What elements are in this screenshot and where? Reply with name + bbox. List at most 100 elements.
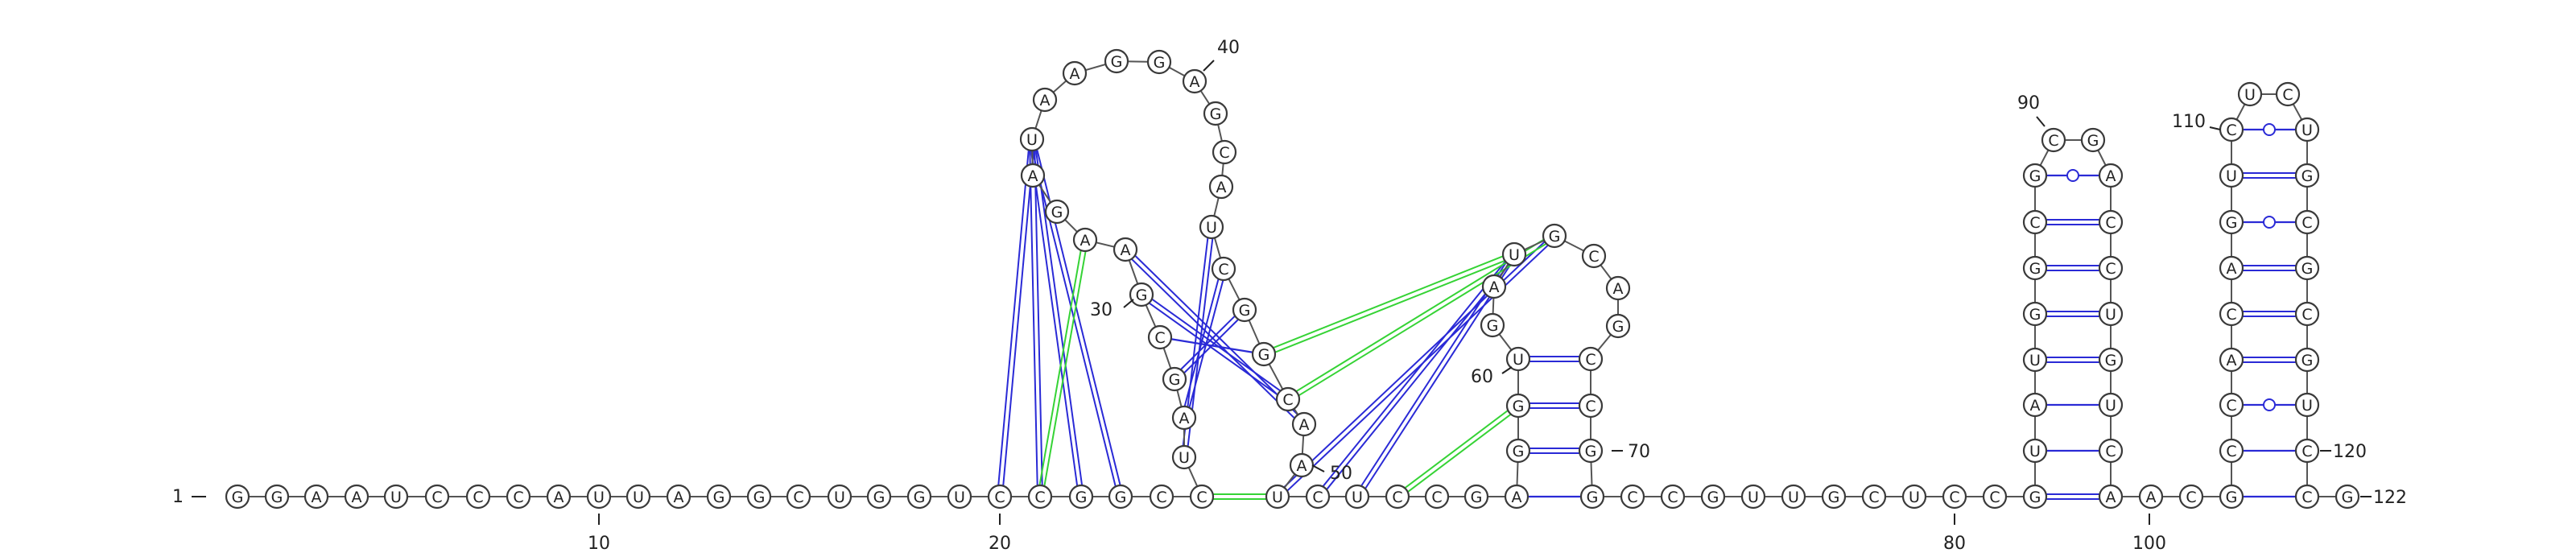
nucleotide-23: G [1108, 484, 1133, 510]
pair-89-92-wobble-marker [2066, 169, 2079, 182]
nucleotide-96: G [2098, 347, 2124, 373]
nucleotide-22: G [1068, 484, 1094, 510]
tick-60 [1501, 366, 1513, 374]
nucleotide-letter: C [1868, 489, 1879, 506]
nucleotide-62: A [1481, 274, 1507, 299]
nucleotide-letter: C [1627, 489, 1637, 506]
nucleotide-circle [1578, 393, 1604, 419]
pair-23-35-strand-2 [1033, 138, 1124, 497]
nucleotide-letter: C [1392, 489, 1402, 506]
nucleotide-83: U [2022, 438, 2048, 464]
nucleotide-letter: C [1585, 398, 1596, 415]
nucleotide-circle [2080, 127, 2106, 153]
nucleotide-letter: U [2226, 167, 2237, 185]
nucleotide-circle [1660, 484, 1686, 510]
nucleotide-76: U [1781, 484, 1806, 510]
nucleotide-65: C [1581, 243, 1607, 269]
nucleotide-circle [1044, 199, 1070, 225]
pair-54-59-strand-1 [1395, 402, 1517, 496]
nucleotide-102: G [2219, 484, 2244, 510]
nucleotide-circle [2098, 209, 2124, 235]
nucleotide-letter: G [1051, 204, 1063, 221]
pair-31-49-strand-1 [1126, 247, 1307, 423]
pair-30-48-strand-2 [1139, 295, 1287, 402]
nucleotide-circle [1542, 223, 1567, 249]
nucleotide-87: G [2022, 255, 2048, 281]
nucleotide-111: U [2237, 81, 2263, 107]
nucleotide-circle [1504, 484, 1530, 510]
nucleotide-60: U [1505, 346, 1531, 372]
nucleotide-58: G [1505, 438, 1531, 464]
nucleotide-51: U [1265, 484, 1290, 510]
nucleotide-circle [1605, 275, 1631, 301]
nucleotide-circle [1211, 256, 1236, 282]
nucleotide-circle [786, 484, 811, 510]
base-pair-links [997, 123, 2307, 500]
nucleotide-31: A [1113, 237, 1138, 262]
nucleotide-40: A [1182, 68, 1208, 94]
nucleotide-98: C [2098, 438, 2124, 464]
nucleotide-84: A [2022, 392, 2048, 418]
nucleotide-circle [2219, 301, 2244, 327]
nucleotide-47: G [1251, 341, 1277, 367]
nucleotide-letter: A [1028, 167, 1038, 185]
nucleotide-circle [2294, 163, 2320, 188]
nucleotide-letter: U [1909, 489, 1920, 506]
nucleotide-letter: G [2105, 352, 2117, 369]
nucleotide-112: C [2275, 81, 2301, 107]
nucleotide-circle [1068, 484, 1094, 510]
nucleotide-circle [2294, 347, 2320, 373]
nucleotide-letter: G [1471, 489, 1483, 506]
nucleotide-letter: C [1034, 489, 1045, 506]
tick-50 [1311, 464, 1325, 472]
nucleotide-121: C [2294, 484, 2320, 510]
nucleotide-letter: U [1513, 351, 1524, 369]
nucleotide-34: A [1020, 163, 1046, 188]
nucleotide-circle [2219, 255, 2244, 281]
nucleotide-27: A [1171, 405, 1197, 431]
nucleotide-circle [1581, 243, 1607, 269]
nucleotide-circle [2237, 81, 2263, 107]
nucleotide-circle [1171, 405, 1197, 431]
nucleotide-circle [2294, 255, 2320, 281]
nucleotide-118: G [2294, 347, 2320, 373]
nucleotide-circle [1027, 484, 1053, 510]
position-labels: 1 10 20 30 40 50 60 70 80 90 100 110 [172, 38, 2407, 554]
nucleotide-113: U [2294, 117, 2320, 142]
nucleotide-letter: U [1272, 489, 1283, 506]
nucleotide-74: G [1700, 484, 1726, 510]
nucleotide-101: C [2178, 484, 2204, 510]
nucleotide-circle [1208, 174, 1234, 200]
label-50: 50 [1330, 464, 1352, 484]
nucleotide-circle [2098, 347, 2124, 373]
nucleotide-9: A [546, 484, 572, 510]
nucleotide-circle [2022, 392, 2048, 418]
tick-40 [1203, 60, 1215, 72]
nucleotide-circle [1579, 484, 1605, 510]
nucleotide-circle [2138, 484, 2164, 510]
nucleotide-letter: C [2226, 122, 2236, 139]
nucleotide-letter: C [2226, 443, 2236, 460]
nucleotide-letter: C [1312, 489, 1323, 506]
nucleotide-circle [383, 484, 409, 510]
nucleotide-letter: U [2105, 397, 2116, 415]
pair-30-48-strand-1 [1142, 291, 1290, 398]
nucleotide-letter: C [2048, 132, 2058, 150]
nucleotide-25: C [1189, 484, 1215, 510]
nucleotide-26: U [1171, 444, 1197, 470]
nucleotide-letter: U [2301, 397, 2313, 415]
nucleotide-circle [1189, 484, 1215, 510]
nucleotide-letter: C [1218, 261, 1228, 278]
nucleotide-letter: G [873, 489, 886, 506]
nucleotide-letter: G [1487, 317, 1499, 335]
nucleotide-3: A [303, 484, 329, 510]
nucleotide-letter: G [1154, 54, 1166, 72]
nucleotide-letter: C [1989, 489, 2000, 506]
nucleotide-circle [1505, 346, 1531, 372]
nucleotide-letter: G [1612, 318, 1624, 336]
nucleotide-69: C [1578, 393, 1604, 419]
nucleotide-circle [1463, 484, 1489, 510]
nucleotide-17: G [866, 484, 892, 510]
nucleotide-circle [2098, 484, 2124, 510]
nucleotide-circle [2098, 255, 2124, 281]
